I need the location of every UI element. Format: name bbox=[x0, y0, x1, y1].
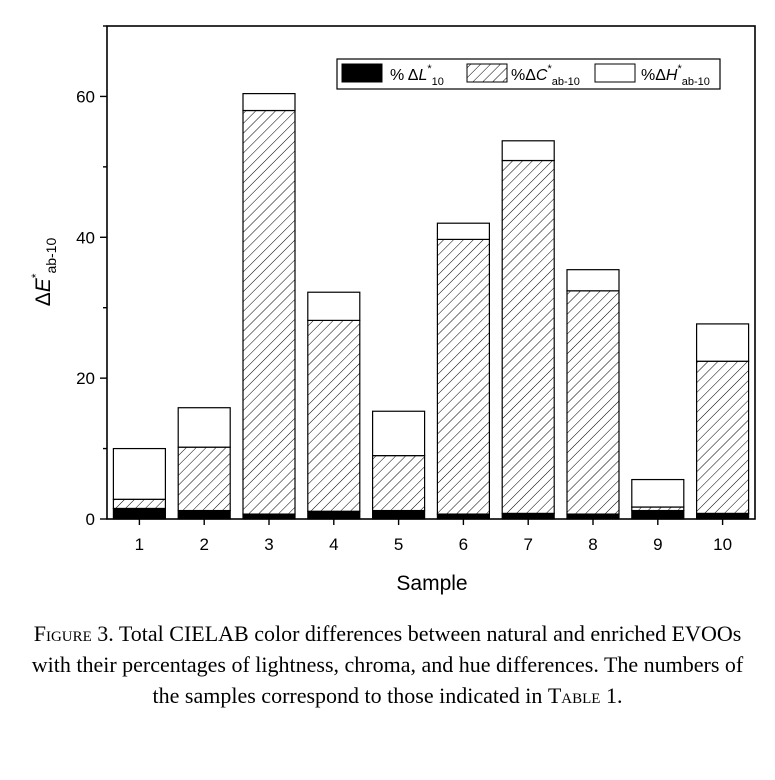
bar-segment-hue-sample-5 bbox=[372, 410, 426, 457]
bar-segment-hue-sample-9 bbox=[631, 478, 685, 508]
bar-segment-chroma-sample-4 bbox=[307, 319, 361, 512]
x-tick-label: 1 bbox=[135, 535, 144, 554]
bar-segment-chroma-sample-10 bbox=[695, 360, 750, 514]
x-tick-label: 6 bbox=[459, 535, 468, 554]
legend-label-chroma: %ΔC*ab-10 bbox=[511, 63, 580, 88]
x-tick-label: 7 bbox=[523, 535, 532, 554]
bar-segment-lightness-sample-4 bbox=[307, 510, 361, 520]
bar-segment-hue-sample-8 bbox=[566, 269, 620, 292]
bar-segment-lightness-sample-7 bbox=[501, 512, 555, 520]
figure-number: 3. bbox=[91, 621, 114, 646]
bar-segment-lightness-sample-1 bbox=[112, 507, 167, 520]
bars-layer bbox=[112, 93, 750, 520]
bar-segment-lightness-sample-2 bbox=[177, 509, 231, 520]
bar-segment-hue-sample-3 bbox=[242, 93, 296, 112]
bar-segment-chroma-sample-5 bbox=[372, 455, 426, 512]
x-tick-label: 8 bbox=[588, 535, 597, 554]
bar-segment-hue-sample-10 bbox=[695, 323, 750, 362]
x-tick-label: 3 bbox=[264, 535, 273, 554]
bar-segment-hue-sample-4 bbox=[307, 291, 361, 321]
chart: 1 2 3 4 5 6 7 8 9 10 0 20 40 60 % ΔL*10 %ΔC*ab-10 %ΔH… bbox=[29, 25, 756, 595]
legend-swatch-lightness bbox=[341, 63, 383, 83]
y-tick-label: 20 bbox=[76, 369, 95, 388]
bar-segment-chroma-sample-3 bbox=[242, 109, 296, 515]
ticks-layer: 1 2 3 4 5 6 7 8 9 10 0 20 40 60 bbox=[76, 25, 732, 554]
bar-segment-lightness-sample-9 bbox=[631, 509, 685, 520]
bar-segment-chroma-sample-6 bbox=[436, 238, 490, 515]
bar-segment-lightness-sample-5 bbox=[372, 509, 426, 520]
legend: % ΔL*10 %ΔC*ab-10 %ΔH*ab-10 bbox=[336, 58, 721, 90]
bar-segment-hue-sample-6 bbox=[436, 222, 490, 240]
bar-segment-hue-sample-2 bbox=[177, 407, 231, 448]
caption-end: 1. bbox=[600, 683, 623, 708]
bar-segment-hue-sample-1 bbox=[112, 447, 167, 500]
bar-segment-chroma-sample-7 bbox=[501, 159, 555, 514]
table-label: Table bbox=[547, 683, 601, 708]
bar-segment-hue-sample-7 bbox=[501, 140, 555, 162]
y-tick-label: 60 bbox=[76, 87, 95, 106]
legend-swatch-chroma bbox=[466, 63, 508, 83]
x-tick-label: 9 bbox=[653, 535, 662, 554]
y-tick-label: 40 bbox=[76, 228, 95, 247]
y-axis-title: ΔE*ab-10 bbox=[29, 238, 59, 307]
x-axis-title: Sample bbox=[396, 572, 467, 595]
legend-label-hue: %ΔH*ab-10 bbox=[641, 63, 710, 88]
plot-frame bbox=[106, 25, 756, 520]
x-tick-label: 5 bbox=[394, 535, 403, 554]
caption-text: Total CIELAB color differences between n… bbox=[31, 621, 744, 708]
legend-label-lightness: % ΔL*10 bbox=[390, 63, 444, 88]
figure-caption: Figure 3. Total CIELAB color differences… bbox=[20, 618, 755, 711]
x-tick-label: 4 bbox=[329, 535, 338, 554]
bar-segment-chroma-sample-1 bbox=[112, 498, 167, 510]
x-tick-label: 10 bbox=[713, 535, 732, 554]
bar-segment-chroma-sample-2 bbox=[177, 446, 231, 512]
x-tick-label: 2 bbox=[199, 535, 208, 554]
bar-segment-lightness-sample-10 bbox=[695, 512, 750, 520]
figure-label: Figure bbox=[33, 621, 92, 646]
legend-box bbox=[336, 58, 721, 90]
legend-swatch-hue bbox=[594, 63, 636, 83]
bar-segment-chroma-sample-8 bbox=[566, 290, 620, 515]
y-tick-label: 0 bbox=[86, 510, 95, 529]
